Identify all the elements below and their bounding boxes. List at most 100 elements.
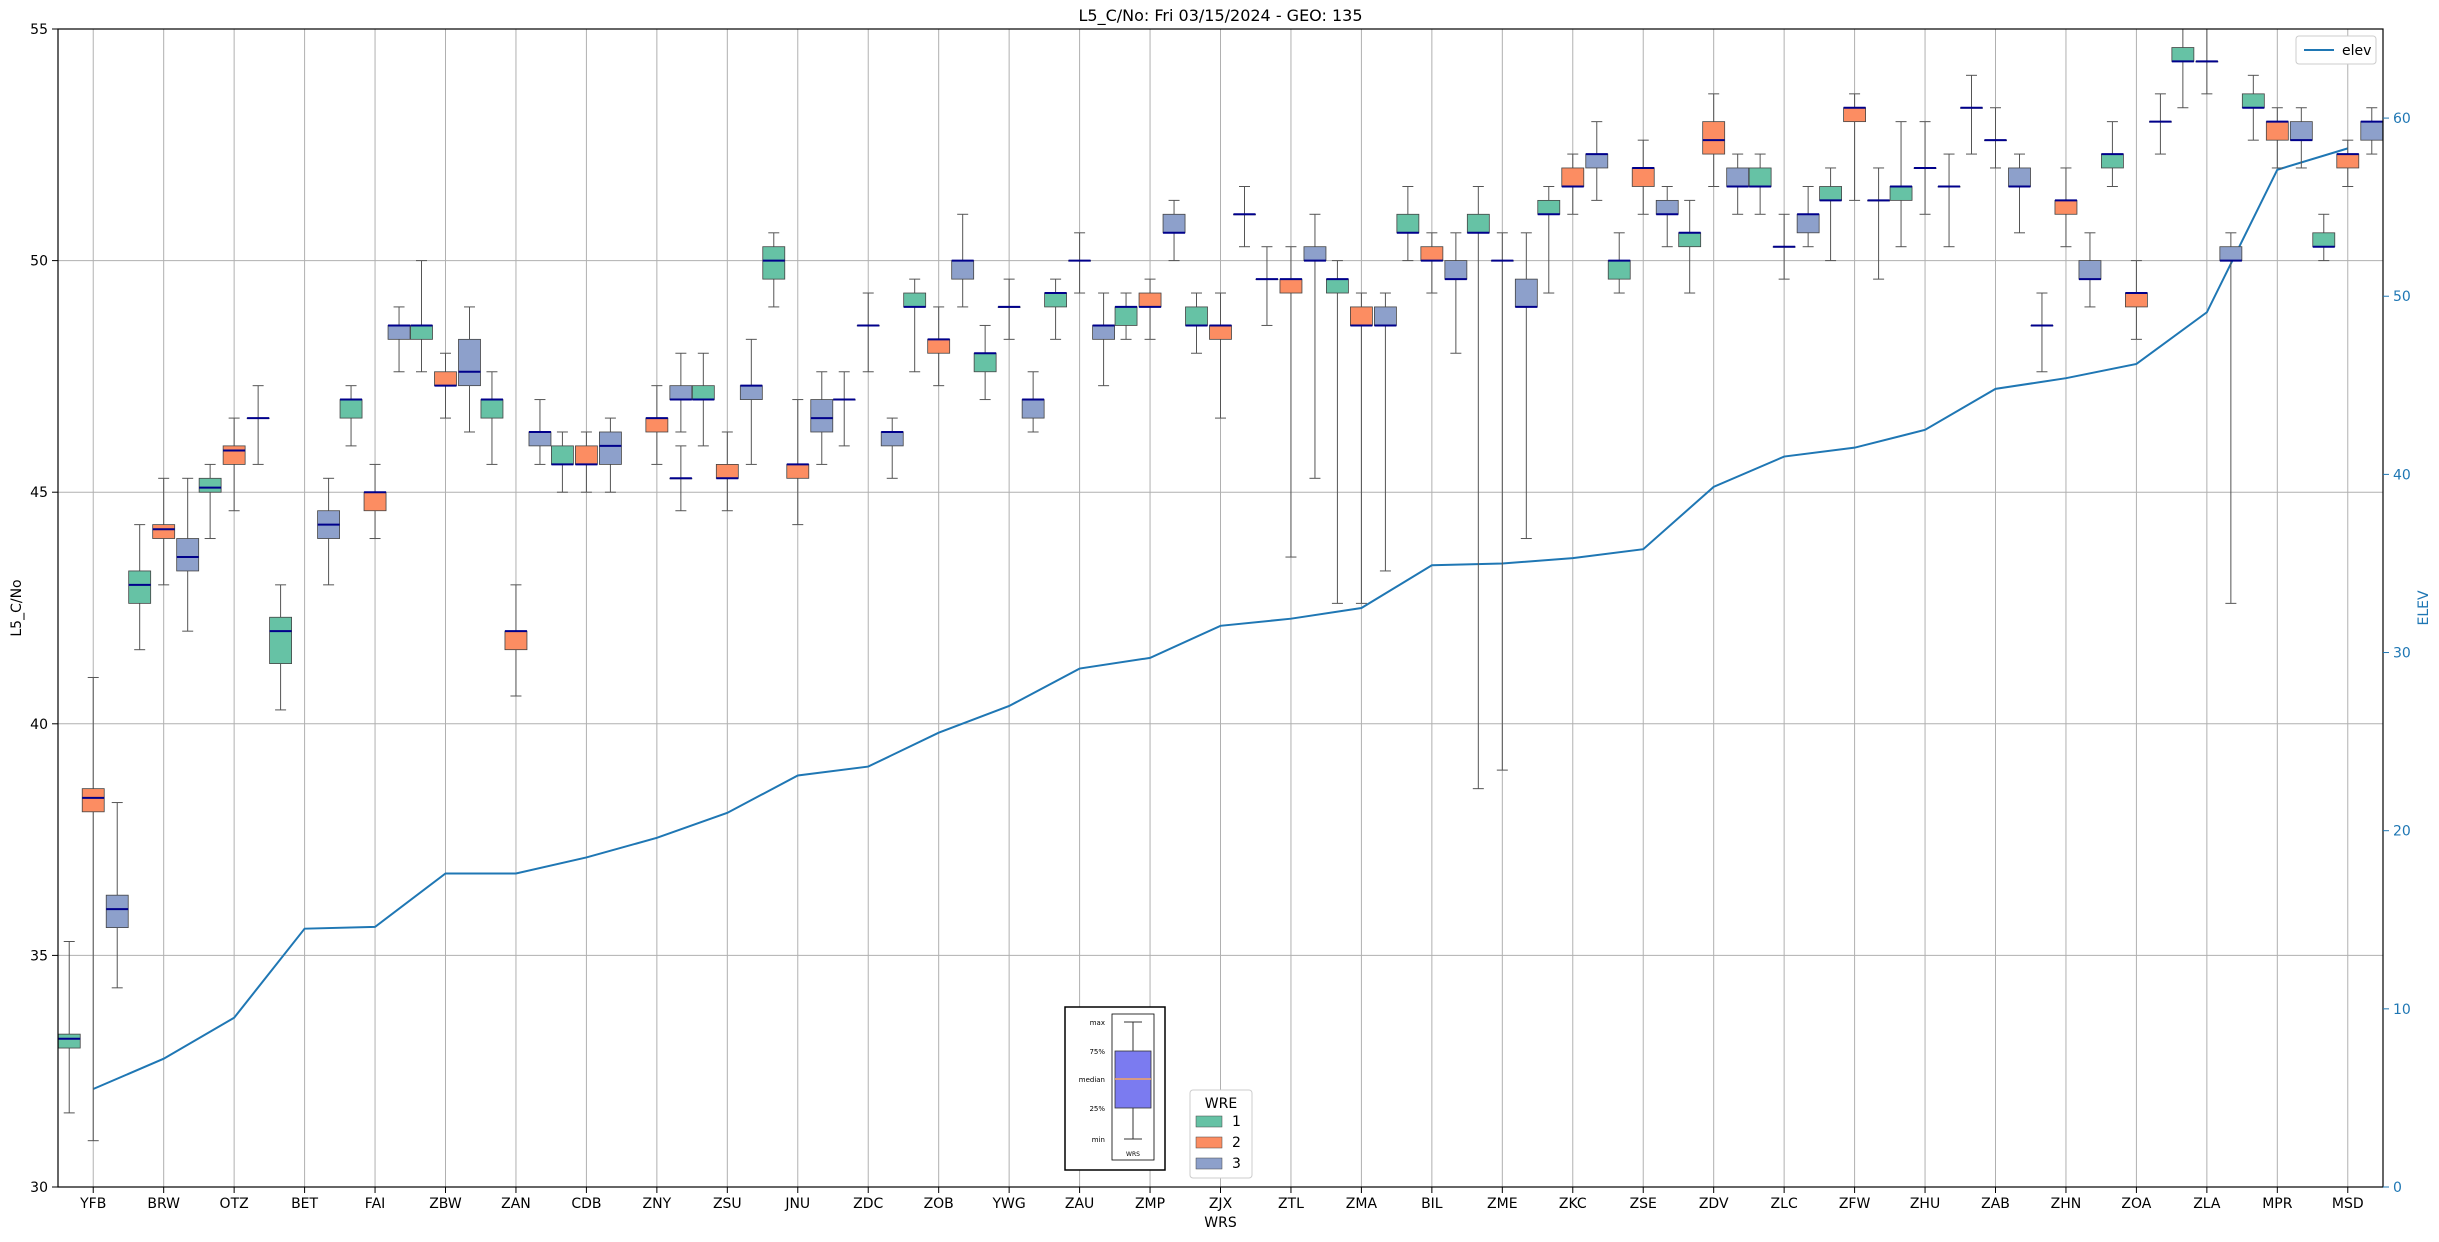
box-ZDV-wre1 [1678, 199, 1702, 294]
box-ZHN-wre1 [2030, 292, 2054, 373]
x-tick-label: ZNY [643, 1196, 672, 1212]
x-tick-label: ZFW [1839, 1196, 1871, 1212]
axis-layer: 30 35 40 45 50 55 0 10 20 30 40 50 60 YFB BRW OTZ BET FAI… [30, 22, 2411, 1212]
box-iqr [880, 431, 904, 447]
box-ZLA-wre3 [2219, 232, 2243, 604]
box-ZBW-wre2 [434, 352, 457, 419]
x-tick-label: ZSE [1630, 1196, 1657, 1212]
box-iqr [739, 385, 763, 400]
box-BIL-wre2 [1420, 232, 1444, 294]
box-iqr [1537, 199, 1561, 215]
box-iqr [551, 445, 574, 465]
inset-label: max [1090, 1019, 1105, 1027]
x-tick-label: ZLC [1771, 1196, 1798, 1212]
box-iqr [810, 399, 834, 433]
box-ZMA-wre3 [1374, 292, 1397, 572]
y-axis-label: L5_C/No [9, 579, 25, 636]
box-iqr [434, 371, 457, 387]
y-tick-label: 35 [30, 948, 48, 964]
box-iqr [1162, 213, 1186, 234]
box-MPR-wre1 [2241, 74, 2265, 141]
legend-wre-label: 1 [1232, 1114, 1241, 1130]
box-ZAB-wre2 [1984, 107, 2007, 169]
box-ZFW-wre1 [1819, 167, 1842, 262]
x-tick-label: ZAN [501, 1196, 531, 1212]
x-tick-label: ZSU [713, 1196, 742, 1212]
box-ZHN-wre2 [2054, 167, 2078, 248]
box-BIL-wre1 [1396, 185, 1420, 262]
box-iqr [599, 431, 622, 465]
legend-wre-swatch [1195, 1157, 1223, 1170]
box-BET-wre1 [269, 584, 292, 711]
box-iqr [1374, 306, 1397, 326]
y2-tick-label: 10 [2393, 1002, 2411, 1018]
x-tick-label: ZOA [2121, 1196, 2151, 1212]
box-iqr [458, 338, 481, 387]
box-BRW-wre2 [152, 477, 176, 586]
box-iqr [2101, 153, 2124, 169]
box-ZKC-wre1 [1537, 185, 1561, 294]
box-ZME-wre1 [1466, 185, 1490, 790]
box-MSD-wre2 [2336, 139, 2360, 187]
y2-tick-label: 60 [2393, 111, 2411, 127]
x-tick-label: ZTL [1278, 1196, 1304, 1212]
box-ZHN-wre3 [2078, 232, 2102, 308]
box-ZNY-wre3 [669, 352, 693, 433]
box-ZDV-wre2 [1702, 93, 1726, 187]
box-OTZ-wre1 [198, 463, 222, 540]
box-ZMP-wre3 [1162, 199, 1186, 262]
legend-wre-label: 3 [1232, 1156, 1241, 1172]
box-iqr [1678, 232, 1702, 248]
box-BET-wre3 [317, 477, 340, 586]
box-ZBW-wre3 [458, 306, 481, 433]
box-iqr [1889, 186, 1913, 201]
x-tick-label: ZAU [1065, 1196, 1094, 1212]
y-tick-label: 55 [30, 22, 48, 38]
box-ZME-wre2 [1490, 232, 1514, 771]
box-OTZ-wre3 [246, 385, 270, 465]
box-ZLC-wre2 [1772, 213, 1796, 280]
x-tick-label: BRW [147, 1196, 180, 1212]
x-tick-label: ZBW [429, 1196, 462, 1212]
box-iqr [222, 445, 246, 465]
box-iqr [691, 385, 715, 400]
box-ZTL-wre3 [1303, 213, 1327, 479]
box-ZSE-wre2 [1631, 139, 1655, 215]
box-iqr [1326, 278, 1349, 294]
box-YWG-wre3 [1021, 371, 1045, 433]
box-BRW-wre3 [176, 477, 200, 632]
box-ZAN-wre3 [528, 399, 552, 465]
box-iqr [2125, 292, 2148, 308]
x-tick-label: OTZ [220, 1196, 249, 1212]
box-iqr [198, 477, 222, 493]
box-iqr [2008, 167, 2031, 187]
x-tick-label: YWG [992, 1196, 1026, 1212]
box-iqr [2171, 47, 2195, 62]
x-tick-label: ZMP [1135, 1196, 1165, 1212]
y2-tick-label: 40 [2393, 467, 2411, 483]
x-tick-label: ZKC [1559, 1196, 1587, 1212]
box-ZAU-wre3 [1092, 292, 1115, 387]
box-layer [57, 28, 2384, 1142]
box-iqr [2078, 260, 2102, 280]
box-iqr [1209, 325, 1232, 340]
x-tick-label: FAI [365, 1196, 385, 1212]
x-axis-label: WRS [1204, 1215, 1237, 1231]
box-ZBW-wre1 [410, 260, 433, 373]
legend-wre-swatch [1195, 1115, 1223, 1128]
box-iqr [1843, 107, 1866, 123]
box-iqr [1514, 278, 1538, 308]
inset-label: 75% [1089, 1048, 1105, 1056]
box-iqr [2360, 121, 2384, 141]
y-tick-label: 50 [30, 254, 48, 270]
box-BRW-wre1 [128, 524, 152, 651]
x-tick-label: ZHN [2051, 1196, 2082, 1212]
box-YWG-wre2 [997, 278, 1021, 340]
box-YFB-wre1 [57, 941, 81, 1114]
box-ZNY-wre2 [645, 385, 669, 465]
box-iqr [1185, 306, 1208, 326]
box-ZAB-wre1 [1960, 74, 1983, 155]
legend-wre-label: 2 [1232, 1135, 1241, 1151]
y2-tick-label: 20 [2393, 824, 2411, 840]
y-tick-label: 30 [30, 1180, 48, 1196]
